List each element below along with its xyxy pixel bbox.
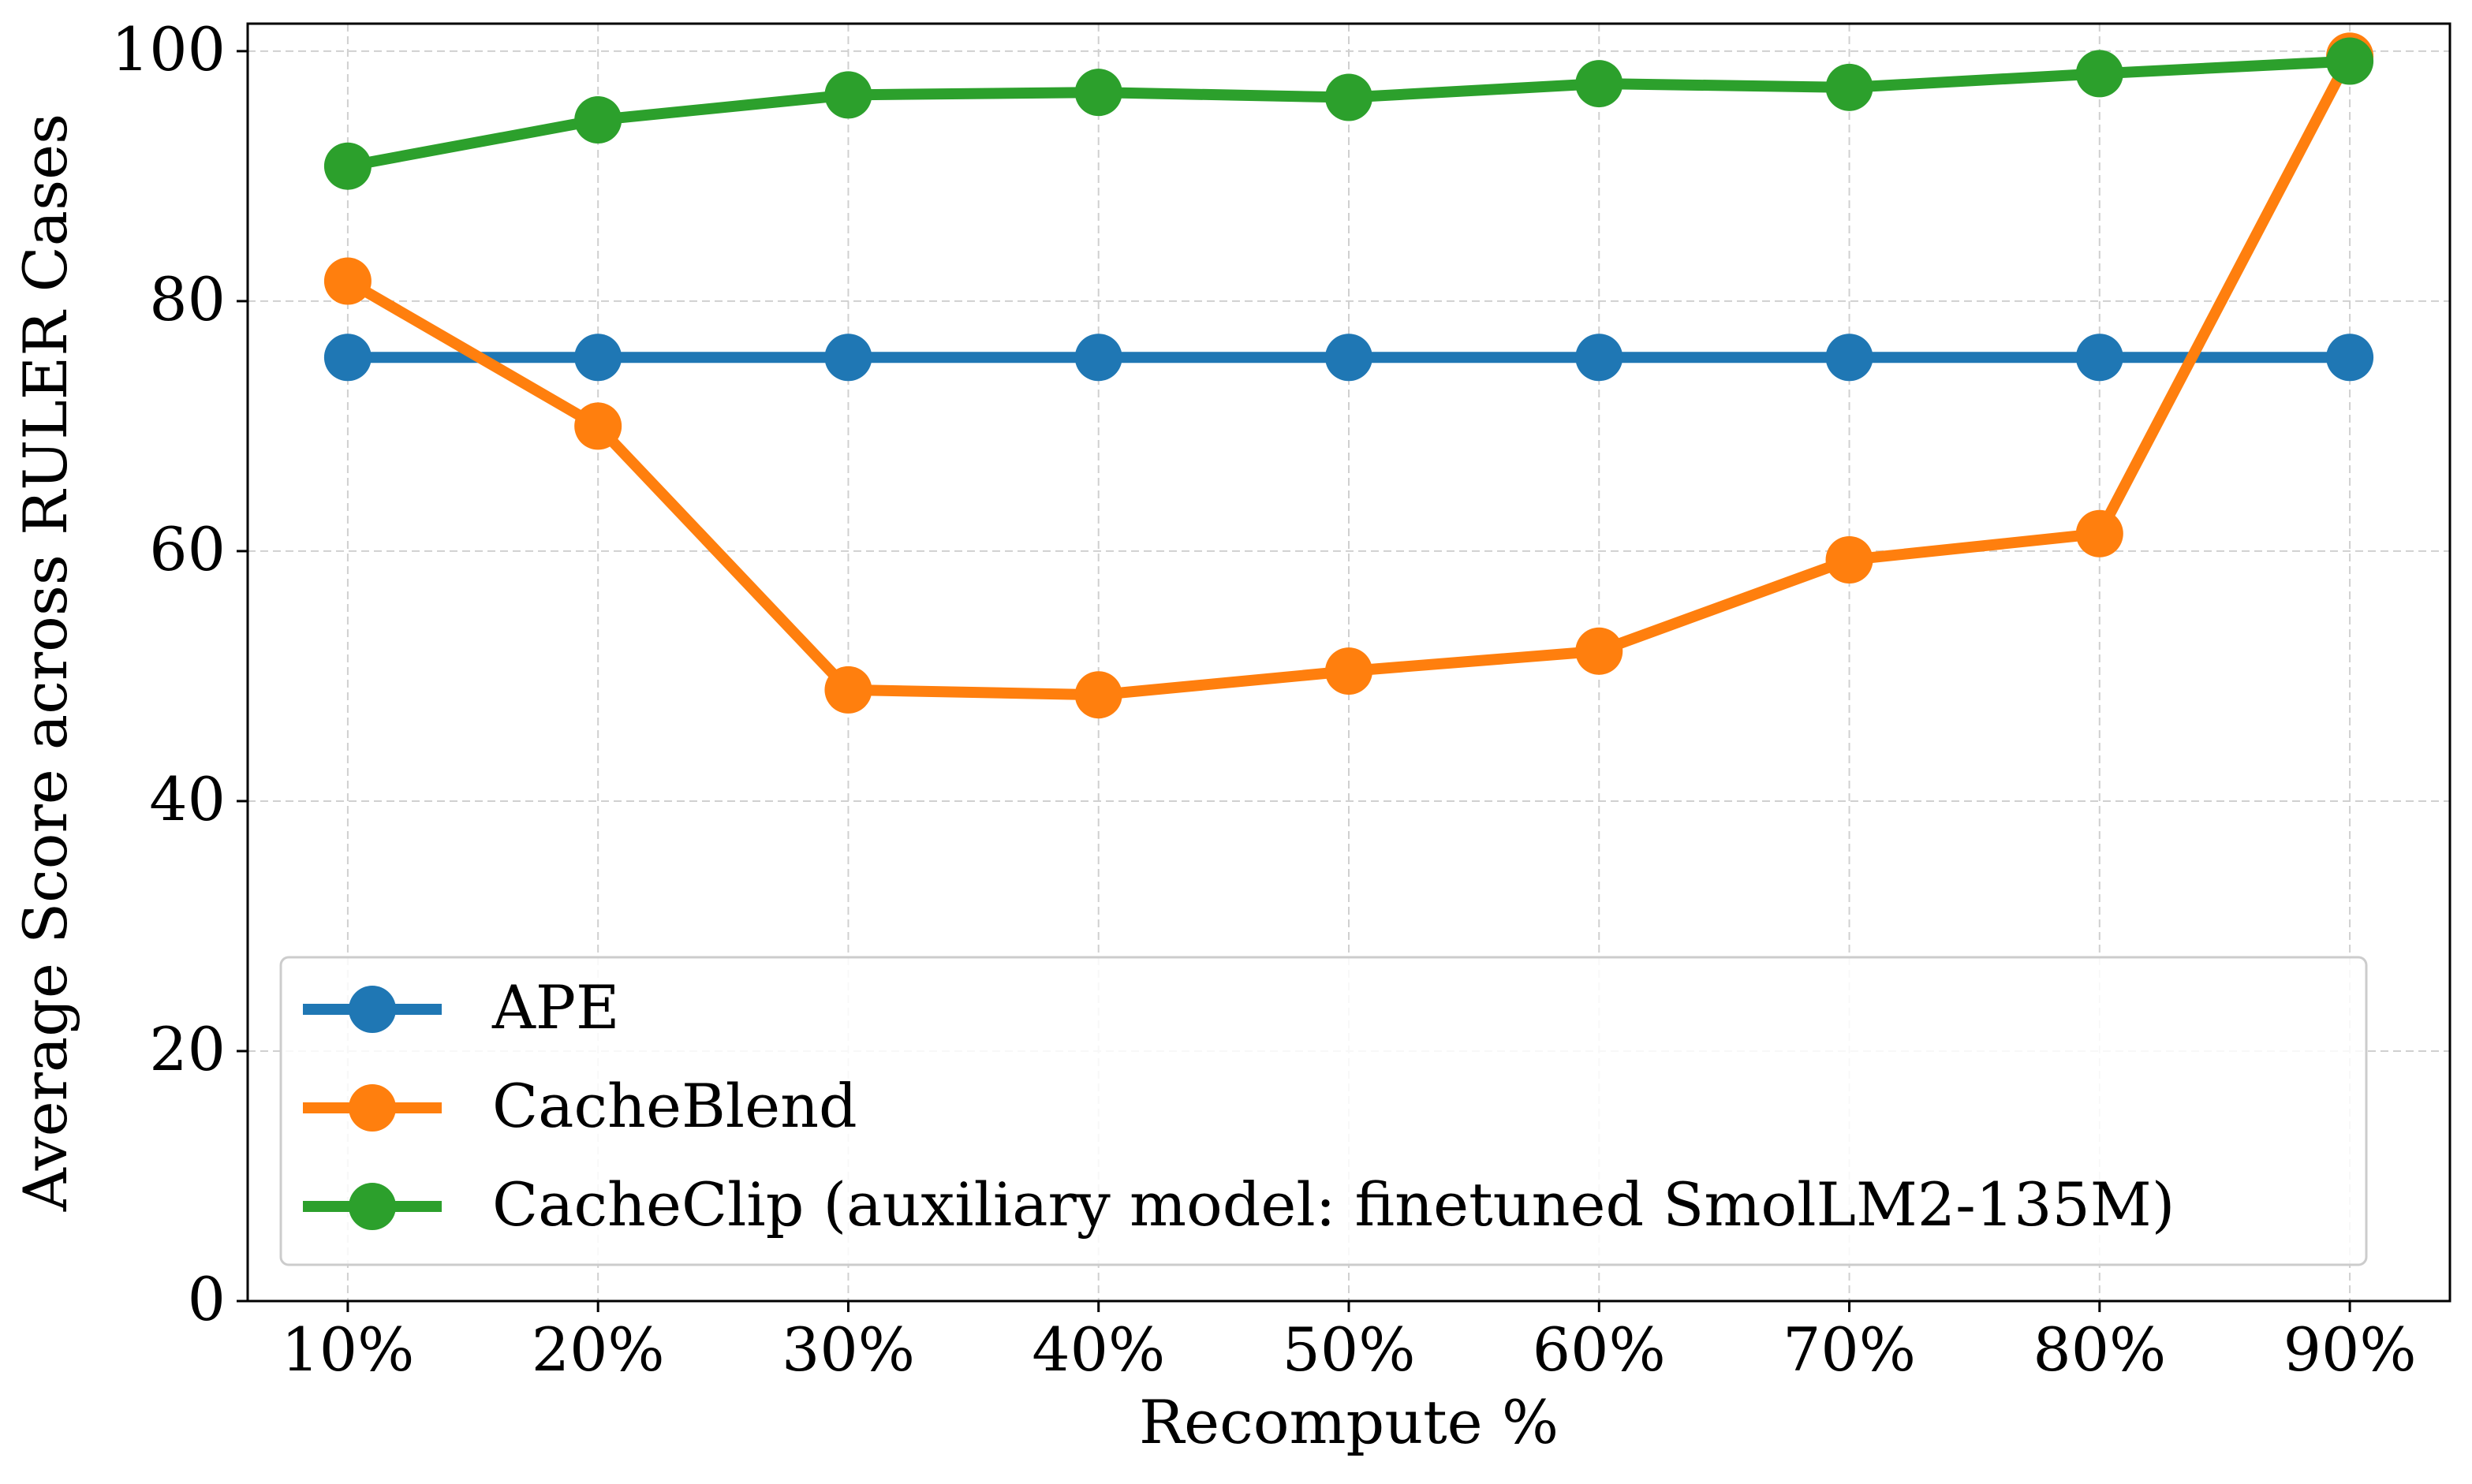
legend-marker: [349, 986, 396, 1033]
legend-box: [279, 956, 2368, 1266]
data-point: [323, 142, 372, 190]
data-point: [2326, 334, 2374, 382]
data-point: [1325, 334, 1372, 382]
y-tick-label: 0: [188, 1264, 226, 1334]
data-point: [1575, 627, 1623, 675]
y-axis-label: Average Score across RULER Cases: [10, 114, 80, 1212]
x-tick-label: 60%: [1533, 1314, 1666, 1385]
y-tick-label: 20: [149, 1014, 226, 1084]
data-point: [1074, 334, 1122, 382]
legend-marker: [349, 1183, 396, 1230]
x-tick-label: 90%: [2283, 1314, 2417, 1385]
data-point: [574, 402, 622, 450]
y-tick-label: 40: [149, 764, 226, 834]
data-point: [824, 666, 872, 714]
legend-label: APE: [491, 972, 620, 1042]
legend: APE CacheBlend CacheClip (auxiliary model:…: [279, 956, 2368, 1266]
data-point: [1575, 60, 1623, 108]
data-point: [824, 71, 872, 119]
y-tick-label: 100: [111, 14, 226, 84]
x-tick-label: 70%: [1783, 1314, 1916, 1385]
data-point: [1074, 671, 1122, 719]
x-tick-label: 30%: [782, 1314, 915, 1385]
legend-label: CacheClip (auxiliary model: finetuned Sm…: [492, 1169, 2175, 1240]
data-point: [1825, 334, 1873, 382]
plot-frame: [246, 22, 2451, 1303]
x-tick-label: 50%: [1283, 1314, 1416, 1385]
x-tick-label: 10%: [281, 1314, 414, 1385]
data-point: [2075, 334, 2123, 382]
data-point: [1825, 536, 1873, 584]
data-point: [323, 257, 372, 305]
y-tick-label: 80: [149, 264, 226, 334]
data-point: [323, 334, 372, 382]
data-point: [1575, 334, 1623, 382]
x-tick-label: 80%: [2033, 1314, 2166, 1385]
data-point: [2075, 509, 2123, 557]
data-point: [1325, 647, 1372, 695]
data-point: [1074, 69, 1122, 117]
data-point: [2075, 50, 2123, 98]
data-point: [824, 334, 872, 382]
data-point: [574, 334, 622, 382]
x-tick-label: 20%: [532, 1314, 665, 1385]
x-tick-label: 40%: [1032, 1314, 1165, 1385]
x-axis-label: Recompute %: [1139, 1387, 1559, 1457]
legend-label: CacheBlend: [492, 1071, 857, 1141]
data-point: [1825, 63, 1873, 111]
y-tick-label: 60: [149, 514, 226, 584]
data-point: [1325, 73, 1372, 121]
data-point: [574, 96, 622, 144]
legend-marker: [349, 1084, 396, 1132]
data-point: [2326, 37, 2374, 85]
